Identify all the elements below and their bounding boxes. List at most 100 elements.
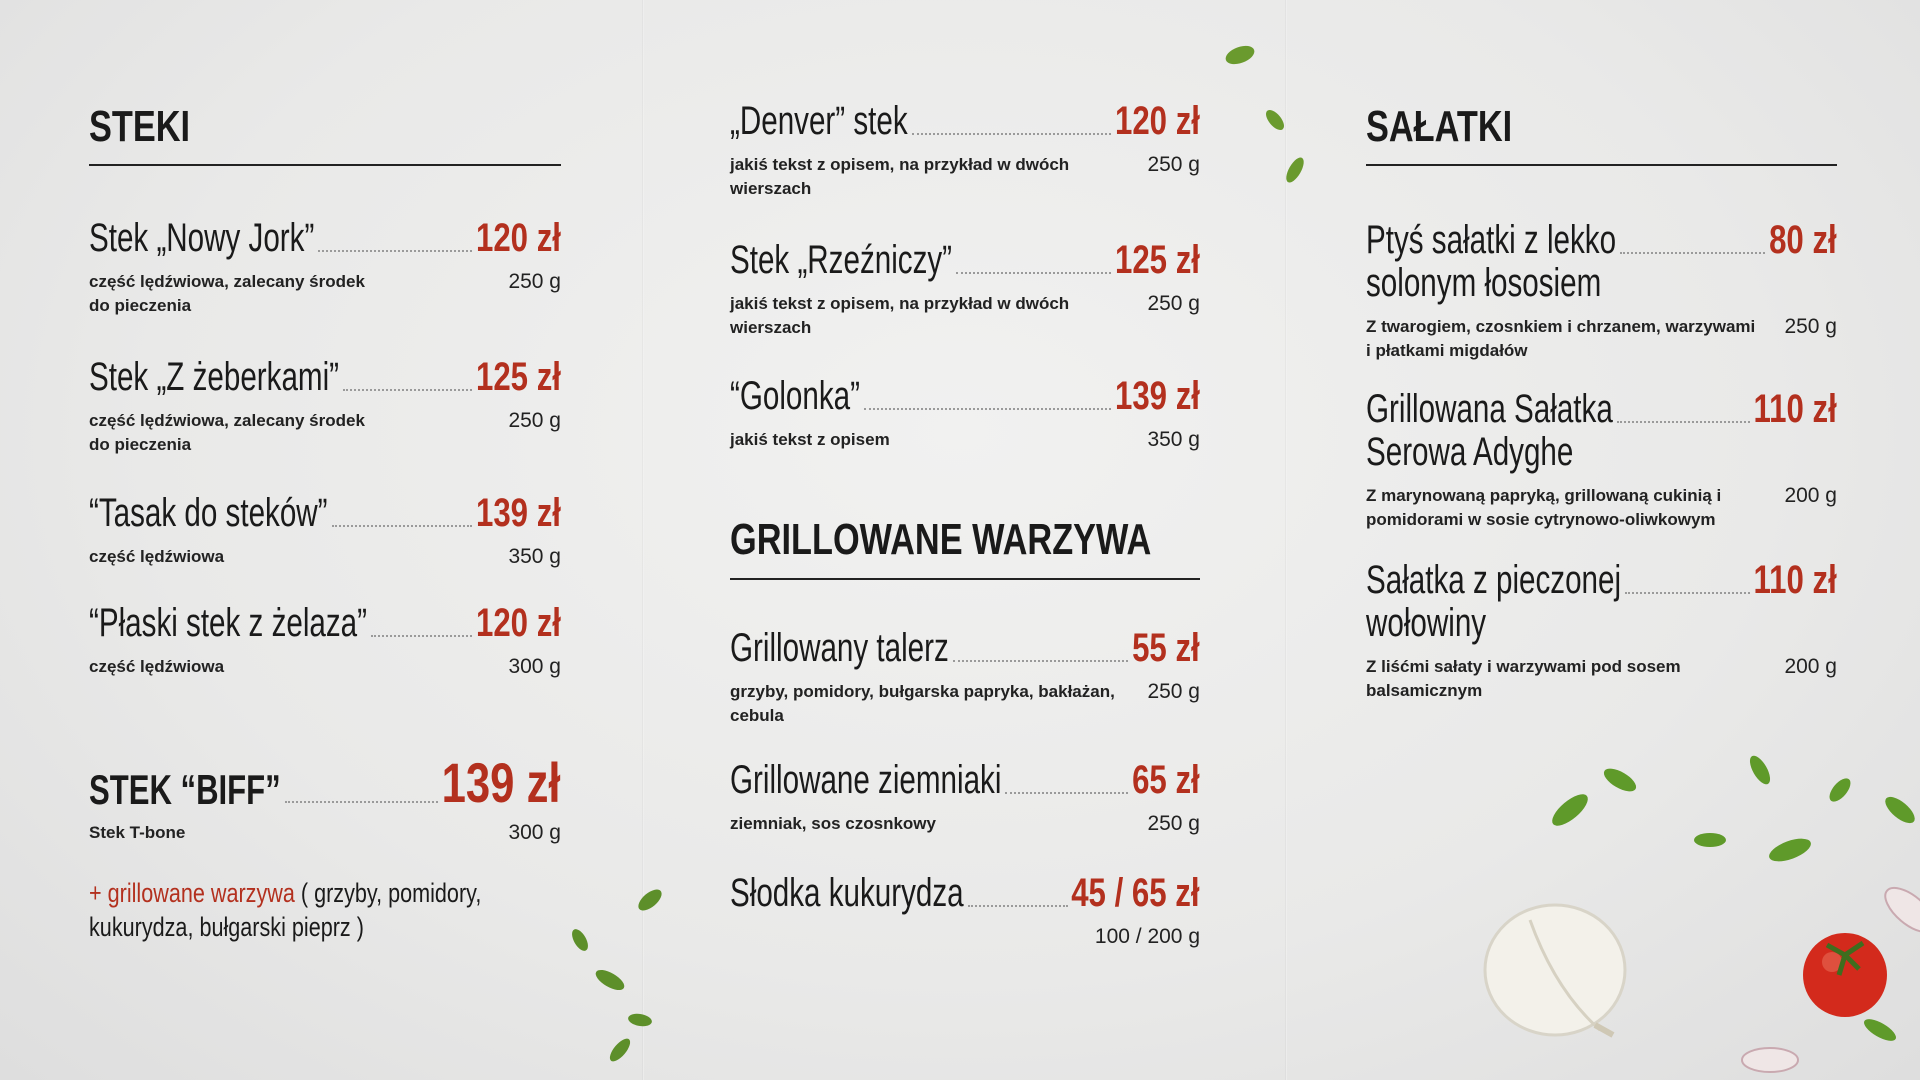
item-weight: 300 g (508, 655, 561, 678)
item-description: Z liśćmi sałaty i warzywami pod sosem ba… (1366, 657, 1681, 700)
item-price: 139 zł (442, 751, 561, 814)
menu-item: Stek „Nowy Jork” 120 zł część lędźwiowa, z… (89, 217, 561, 318)
item-price: 120 zł (1115, 99, 1200, 143)
dotted-leader (318, 250, 472, 252)
item-weight: 250 g (1147, 292, 1200, 315)
item-name: “Golonka” (730, 374, 860, 418)
item-weight: 250 g (508, 409, 561, 432)
dotted-leader (863, 408, 1111, 410)
item-header: Grillowana Sałatka 110 zł (1366, 388, 1837, 431)
item-price: 139 zł (476, 491, 561, 535)
section-rule (730, 578, 1200, 580)
dotted-leader (967, 905, 1068, 907)
dotted-leader (952, 660, 1129, 662)
item-header: Grillowany talerz 55 zł (730, 627, 1200, 670)
item-description: część lędźwiowa, zalecany środek do piec… (89, 272, 365, 315)
item-description: grzyby, pomidory, bułgarska papryka, bak… (730, 682, 1115, 725)
item-description: ziemniak, sos czosnkowy (730, 814, 936, 833)
item-details: jakiś tekst z opisem, na przykład w dwóc… (730, 153, 1200, 201)
item-weight: 200 g (1784, 655, 1837, 678)
item-price: 139 zł (1115, 374, 1200, 418)
item-weight: 250 g (508, 270, 561, 293)
section-title-grillowane-warzywa: GRILLOWANE WARZYWA (730, 515, 1152, 564)
garlic-bulb (1483, 903, 1627, 1038)
item-header: Grillowane ziemniaki 65 zł (730, 759, 1200, 802)
menu-item: Słodka kukurydza 45 / 65 zł 100 / 200 g (730, 872, 1200, 949)
item-weight: 350 g (1147, 428, 1200, 451)
item-name-line2: wołowiny (1366, 601, 1487, 645)
parsley-leaves-icon (572, 889, 662, 1062)
column-divider (1285, 0, 1287, 1080)
section-rule (1366, 164, 1837, 166)
item-details: ziemniak, sos czosnkowy 250 g (730, 812, 1200, 836)
item-name: Stek „Rzeźniczy” (730, 238, 953, 282)
item-name: „Denver” stek (730, 99, 908, 143)
item-name: Grillowany talerz (730, 626, 949, 670)
item-name: STEK “BIFF” (89, 766, 281, 813)
item-price: 110 zł (1753, 558, 1837, 602)
dotted-leader (1005, 792, 1129, 794)
menu-item: “Płaski stek z żelaza” 120 zł część lędźwi… (89, 602, 561, 679)
column-divider (642, 0, 644, 1080)
extra-rest: ( grzyby, pomidory, kukurydza, bułgarski… (89, 878, 482, 942)
item-name: Grillowane ziemniaki (730, 758, 1002, 802)
item-price: 110 zł (1753, 387, 1837, 431)
item-weight: 100 / 200 g (1094, 925, 1200, 948)
section-title-steki: STEKI (89, 102, 191, 151)
dotted-leader (1624, 592, 1750, 594)
item-weight: 300 g (508, 821, 561, 844)
item-header: Ptyś sałatki z lekko 80 zł (1366, 219, 1837, 262)
item-header: Stek „Z żeberkami” 125 zł (89, 356, 561, 399)
item-description: Z twarogiem, czosnkiem i chrzanem, warzy… (1366, 317, 1756, 360)
item-price: 125 zł (1115, 238, 1200, 282)
item-name: Sałatka z pieczonej (1366, 558, 1622, 602)
menu-item: Grillowane ziemniaki 65 zł ziemniak, sos c… (730, 759, 1200, 836)
item-weight: 250 g (1784, 315, 1837, 338)
menu-item: „Denver” stek 120 zł jakiś tekst z opisem,… (730, 100, 1200, 201)
tomato (1803, 933, 1887, 1017)
item-details: część lędźwiowa, zalecany środek do piec… (89, 409, 561, 457)
item-details: Z marynowaną papryką, grillowaną cukinią… (1366, 484, 1837, 532)
item-details: część lędźwiowa, zalecany środek do piec… (89, 270, 561, 318)
item-description: jakiś tekst z opisem (730, 430, 890, 449)
item-name-line2: solonym łososiem (1366, 261, 1602, 305)
item-price: 120 zł (476, 601, 561, 645)
item-weight: 250 g (1147, 680, 1200, 703)
item-header: “Tasak do steków” 139 zł (89, 492, 561, 535)
dotted-leader (331, 525, 472, 527)
item-header: „Denver” stek 120 zł (730, 100, 1200, 143)
menu-item: Stek „Z żeberkami” 125 zł część lędźwiowa,… (89, 356, 561, 457)
extra-red: + grillowane warzywa (89, 878, 295, 908)
item-details: grzyby, pomidory, bułgarska papryka, bak… (730, 680, 1200, 728)
item-description: Stek T-bone (89, 823, 186, 842)
menu-item: “Tasak do steków” 139 zł część lędźwiowa 35… (89, 492, 561, 569)
menu-item: Stek „Rzeźniczy” 125 zł jakiś tekst z opis… (730, 239, 1200, 340)
item-name: Stek „Nowy Jork” (89, 216, 315, 260)
item-price: 55 zł (1132, 626, 1200, 670)
item-description: Z marynowaną papryką, grillowaną cukinią… (1366, 486, 1722, 529)
item-name: Stek „Z żeberkami” (89, 355, 340, 399)
item-weight: 250 g (1147, 153, 1200, 176)
item-details: 100 / 200 g (730, 925, 1200, 949)
item-description: część lędźwiowa (89, 547, 225, 566)
dotted-leader (284, 801, 439, 803)
item-price: 125 zł (476, 355, 561, 399)
item-description: część lędźwiowa, zalecany środek do piec… (89, 411, 365, 454)
item-weight: 350 g (508, 545, 561, 568)
item-header: Sałatka z pieczonej 110 zł (1366, 559, 1837, 602)
menu-item: Grillowany talerz 55 zł grzyby, pomidory, … (730, 627, 1200, 728)
item-details: Z twarogiem, czosnkiem i chrzanem, warzy… (1366, 315, 1837, 363)
dotted-leader (911, 133, 1111, 135)
biff-extra: + grillowane warzywa ( grzyby, pomidory,… (89, 876, 569, 944)
item-name: Grillowana Sałatka (1366, 387, 1613, 431)
item-details: część lędźwiowa 350 g (89, 545, 561, 569)
item-name: Ptyś sałatki z lekko (1366, 218, 1617, 262)
section-title-salatki: SAŁATKI (1366, 102, 1513, 151)
item-price: 80 zł (1769, 218, 1837, 262)
dotted-leader (370, 635, 472, 637)
item-name-line2: Serowa Adyghe (1366, 430, 1574, 474)
item-price: 120 zł (476, 216, 561, 260)
item-name: Słodka kukurydza (730, 871, 964, 915)
item-description: jakiś tekst z opisem, na przykład w dwóc… (730, 155, 1070, 198)
item-weight: 200 g (1784, 484, 1837, 507)
